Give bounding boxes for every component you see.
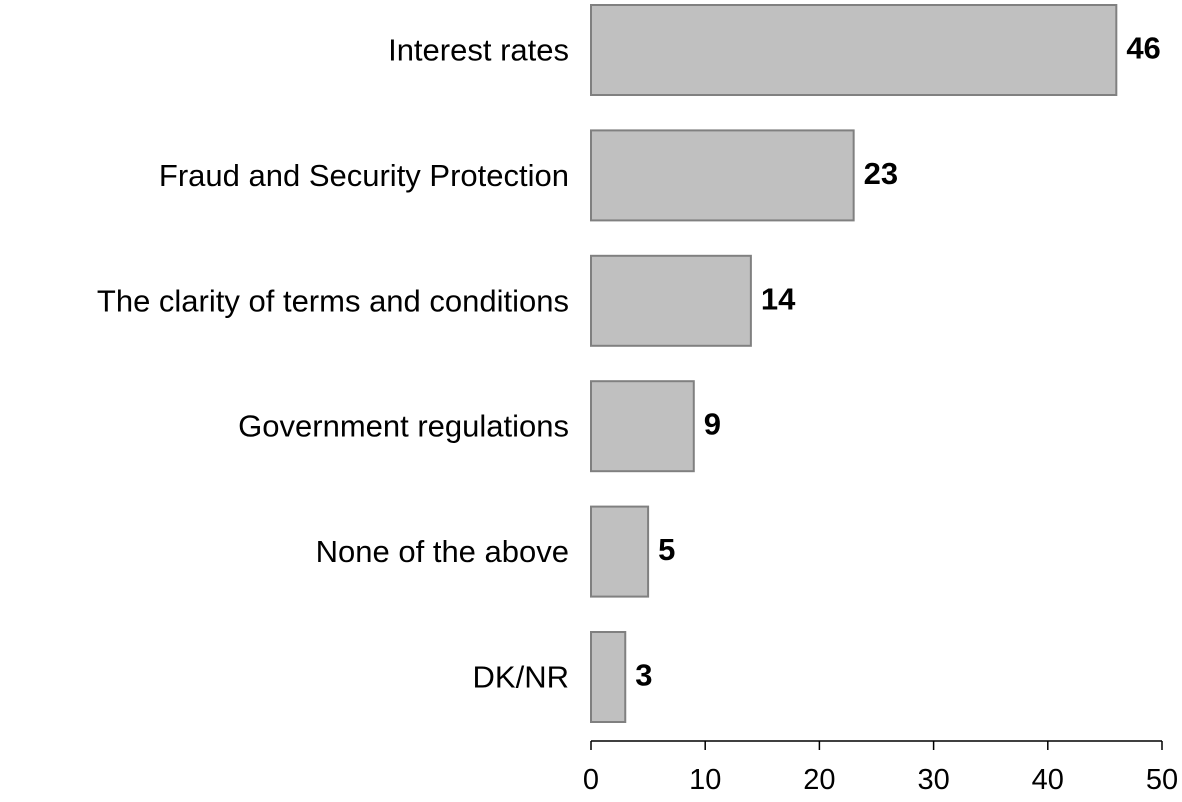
x-tick-label: 40 <box>1032 764 1064 796</box>
category-label: The clarity of terms and conditions <box>97 283 569 318</box>
x-tick-label: 20 <box>803 764 835 796</box>
x-tick-label: 0 <box>583 764 599 796</box>
bar-0 <box>590 4 1118 96</box>
category-label: Government regulations <box>238 409 569 444</box>
category-label: Fraud and Security Protection <box>159 158 569 193</box>
bar-5 <box>590 631 627 723</box>
bar-3 <box>590 380 695 473</box>
x-tick-label: 10 <box>689 764 721 796</box>
category-label: Interest rates <box>388 33 569 68</box>
value-label: 3 <box>635 658 652 693</box>
bars-group <box>590 4 1118 723</box>
value-label: 23 <box>864 156 898 191</box>
value-label: 14 <box>761 281 796 316</box>
x-tick-label: 50 <box>1146 764 1178 796</box>
value-labels-group: 46 23 14 9 5 3 <box>635 31 1161 693</box>
bar-2 <box>590 254 752 347</box>
value-label: 5 <box>658 532 675 567</box>
category-label: None of the above <box>316 534 569 569</box>
bar-1 <box>590 129 855 222</box>
value-label: 9 <box>704 407 721 442</box>
value-label: 46 <box>1126 31 1160 66</box>
x-tick-label: 30 <box>917 764 949 796</box>
category-label: DK/NR <box>473 660 569 695</box>
category-labels-group: Interest rates Fraud and Security Protect… <box>97 33 569 695</box>
bar-4 <box>590 505 650 598</box>
x-axis: 0 10 20 30 40 50 <box>583 740 1178 796</box>
